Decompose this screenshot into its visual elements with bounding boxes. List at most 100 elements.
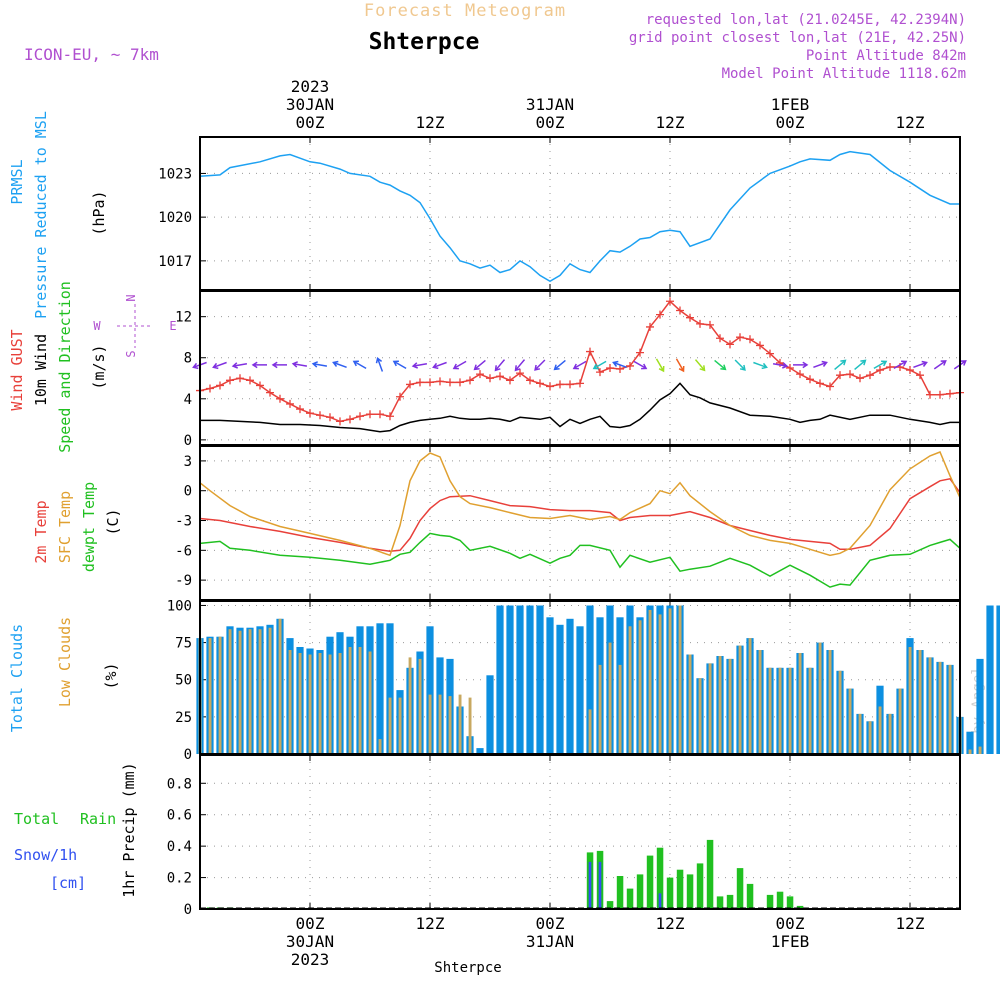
compass-letter-e: E [169,319,176,333]
dewpoint-line [199,532,961,588]
gust-marker [936,390,944,399]
low-cloud-bar [688,654,692,754]
low-cloud-bar [968,749,972,754]
y-tick-label: 0 [184,747,192,763]
total-cloud-bar [426,626,434,754]
y-tick-label: 8 [184,351,192,367]
low-cloud-bar [648,609,652,754]
total-label: Total [14,810,59,828]
gust-marker [216,381,224,390]
sfc-temp-label: SFC Temp [56,491,74,563]
gust-marker [566,380,574,389]
low-cloud-bar [948,664,952,754]
low-cloud-bar [378,739,382,754]
low-cloud-bar [278,618,282,754]
total-cloud-bar [376,623,384,754]
low-cloud-bar [348,647,352,754]
low-cloud-bar [208,638,212,754]
top-time-label: 2023 [291,77,330,96]
gust-marker [876,366,884,375]
gust-marker [586,347,594,356]
sfc-temp-line [199,451,961,557]
gust-marker [416,378,424,387]
total-cloud-bar [526,605,534,754]
gust-marker [426,378,434,387]
low-cloud-bar [718,656,722,754]
rain-bar [796,905,804,909]
wind-direction-arrow [375,356,384,372]
low-cloud-bar [778,667,782,754]
low-cloud-bar [978,746,982,754]
wind-direction-arrow [933,360,947,370]
gust-marker [516,369,524,378]
bottom-time-label: 30JAN [286,932,334,951]
gust-marker [396,392,404,401]
gust-marker [296,405,304,414]
low-cloud-bar [828,650,832,754]
gust-marker [336,417,344,426]
dewpt-label: dewpt Temp [80,482,98,572]
wind-direction-arrow [753,361,768,370]
low-cloud-bar [598,664,602,754]
pressure-label: Pressure Reduced to MSL [32,111,50,319]
gust-marker [456,378,464,387]
gust-marker [646,322,654,331]
wind-direction-arrow [633,360,648,370]
gust-marker [786,364,794,372]
total-cloud-bar [486,675,494,754]
gust-marker [846,370,854,379]
low-cloud-bar [838,670,842,754]
gust-marker [346,415,354,424]
wind-direction-arrow [473,359,486,371]
snow-bar [658,893,662,909]
top-time-label: 12Z [656,113,685,132]
gust-marker [686,313,694,322]
gust-marker [446,378,454,387]
low-cloud-bar [218,636,222,754]
total-cloud-bar [516,605,524,754]
pressure-unit: (hPa) [90,190,108,235]
rain-bar [616,876,624,909]
wind-direction-arrow [893,360,908,370]
low-cloud-bar [708,663,712,754]
low-cloud-bar [608,642,612,754]
top-time-label: 12Z [416,113,445,132]
wind-direction-arrow [612,360,627,369]
low-cloud-bar [938,661,942,754]
low-cloud-bar [908,647,912,754]
location-title: Shterpce [369,29,480,55]
total-cloud-bar [476,748,484,754]
gust-marker [666,297,674,306]
wind-direction-arrow [514,359,526,372]
gust-marker [376,410,384,419]
y-tick-label: 0 [184,433,192,449]
gust-marker [926,390,934,399]
top-time-label: 00Z [536,113,565,132]
rain-bar [606,901,614,909]
y-tick-label: -9 [175,573,192,589]
gust-marker [496,372,504,381]
y-tick-label: 0.6 [167,808,192,824]
gust-marker [286,399,294,408]
bottom-time-label: 31JAN [526,932,574,951]
rain-bar [736,868,744,909]
snow-label: Snow/1h [14,846,77,864]
snow-unit: [cm] [50,874,86,892]
compass-rose: N S W E [93,294,176,357]
gust-marker [576,379,584,388]
point-altitude: Point Altitude 842m [806,48,966,64]
low-cloud-bar [398,697,402,754]
low-cloud-bar [638,620,642,754]
compass-letter-w: W [93,319,101,333]
gust-marker [246,376,254,385]
wind-direction-arrow [212,361,227,370]
wind-dir-label: Speed and Direction [56,281,74,453]
gust-marker [616,365,624,374]
gust-marker [316,411,324,420]
temperature-panel: -9 -6 -3 0 3 [175,445,961,601]
low-cloud-bar [658,614,662,754]
low-cloud-bar [238,630,242,754]
top-time-label: 12Z [896,113,925,132]
gust-marker [506,376,514,385]
